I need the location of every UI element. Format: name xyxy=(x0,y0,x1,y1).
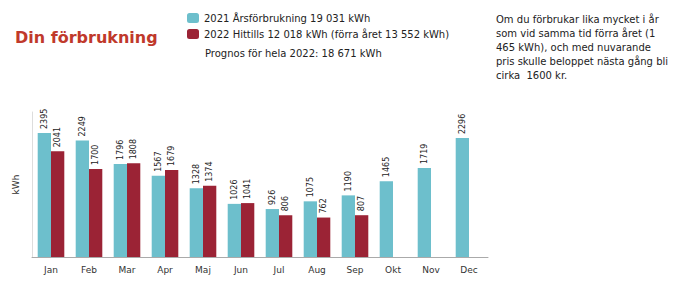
svg-text:2022 Hittills 12 018 kWh (förr: 2022 Hittills 12 018 kWh (förra året 13 … xyxy=(204,28,449,40)
svg-text:Dec: Dec xyxy=(460,265,477,275)
svg-text:806: 806 xyxy=(281,196,290,211)
svg-text:Apr: Apr xyxy=(157,265,173,275)
svg-text:Aug: Aug xyxy=(308,265,326,275)
svg-text:1190: 1190 xyxy=(344,171,353,191)
svg-text:Feb: Feb xyxy=(81,265,97,275)
svg-text:pris skulle beloppet nästa gån: pris skulle beloppet nästa gång bli xyxy=(496,55,668,67)
svg-text:1328: 1328 xyxy=(192,164,201,184)
svg-text:1679: 1679 xyxy=(167,146,176,166)
svg-text:Mar: Mar xyxy=(119,265,136,275)
svg-text:Jan: Jan xyxy=(43,265,58,275)
svg-text:1465: 1465 xyxy=(382,157,391,177)
svg-text:926: 926 xyxy=(268,190,277,205)
svg-text:Jun: Jun xyxy=(233,265,248,275)
svg-text:1808: 1808 xyxy=(129,139,138,159)
svg-text:2249: 2249 xyxy=(78,116,87,136)
svg-text:Okt: Okt xyxy=(385,265,401,275)
svg-text:807: 807 xyxy=(357,196,366,211)
svg-text:1700: 1700 xyxy=(91,145,100,165)
svg-text:1719: 1719 xyxy=(420,144,429,164)
svg-text:465 kWh), och med nuvarande: 465 kWh), och med nuvarande xyxy=(496,42,651,53)
svg-text:2296: 2296 xyxy=(458,114,467,134)
svg-text:2021 Årsförbrukning 19 031 kWh: 2021 Årsförbrukning 19 031 kWh xyxy=(204,12,370,24)
svg-text:1374: 1374 xyxy=(205,161,214,181)
svg-text:Din förbrukning: Din förbrukning xyxy=(15,28,158,47)
svg-text:762: 762 xyxy=(319,198,328,213)
svg-text:Om du förbrukar lika mycket i: Om du förbrukar lika mycket i år xyxy=(496,13,660,25)
svg-text:1796: 1796 xyxy=(116,140,125,160)
svg-text:1075: 1075 xyxy=(306,177,315,197)
svg-text:1026: 1026 xyxy=(230,180,239,200)
svg-text:1567: 1567 xyxy=(154,151,163,171)
svg-text:Maj: Maj xyxy=(195,265,211,275)
svg-text:Prognos för hela 2022: 18 671: Prognos för hela 2022: 18 671 kWh xyxy=(205,48,382,59)
svg-text:1041: 1041 xyxy=(243,179,252,199)
svg-text:Nov: Nov xyxy=(422,265,440,275)
svg-text:Jul: Jul xyxy=(273,265,285,275)
svg-text:2041: 2041 xyxy=(53,127,62,147)
svg-text:Sep: Sep xyxy=(347,265,364,275)
svg-text:cirka 1600 kr.: cirka 1600 kr. xyxy=(496,70,567,81)
svg-text:kWh: kWh xyxy=(11,175,21,195)
svg-text:2395: 2395 xyxy=(40,109,49,129)
svg-text:som vid samma tid förra året (: som vid samma tid förra året (1 xyxy=(496,27,655,39)
